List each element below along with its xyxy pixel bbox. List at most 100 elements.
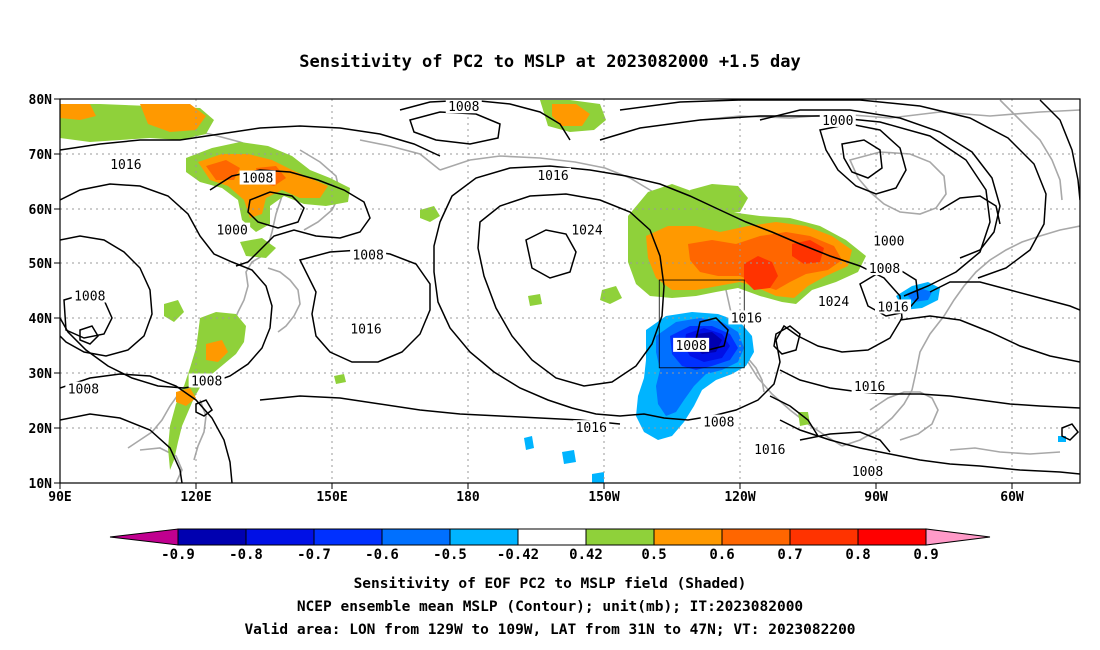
shade-red-ne-pacific bbox=[744, 240, 824, 290]
coastline-bering bbox=[359, 139, 441, 171]
contour-1016-canada-2 bbox=[939, 195, 1001, 225]
contour-label: 1016 bbox=[576, 421, 607, 436]
contour-label: 1024 bbox=[571, 224, 602, 239]
colorbar-swatch bbox=[585, 528, 655, 546]
caption-line-3: Valid area: LON from 129W to 109W, LAT f… bbox=[244, 622, 855, 638]
plot-frame bbox=[59, 98, 1081, 484]
coastline-caribbean bbox=[949, 447, 1061, 455]
contour-label-bg bbox=[65, 381, 102, 396]
colorbar-swatch bbox=[381, 528, 451, 546]
contour-label-bg bbox=[751, 442, 788, 457]
lon-axis: 90E 120E 150E 180 150W 120W 90W 60W bbox=[48, 483, 1024, 505]
contour-label-bg bbox=[214, 222, 251, 237]
colorbar: -0.9 -0.8 -0.7 -0.6 -0.5 -0.42 0.42 0.5 0.6 0.7 0.… bbox=[109, 528, 991, 563]
coastline-n-america-east bbox=[841, 225, 1080, 447]
colorbar-label: -0.5 bbox=[433, 547, 467, 563]
colorbar-label: 0.7 bbox=[777, 547, 802, 563]
lat-tick-40n: 40N bbox=[29, 312, 53, 327]
contour-label-bg bbox=[239, 170, 276, 185]
contour-label-bg bbox=[348, 321, 384, 336]
contour-1008-mexico bbox=[769, 395, 819, 437]
contour-1016-subtropic bbox=[60, 373, 233, 483]
contour-small-loop-asia bbox=[79, 325, 99, 345]
contour-1008-nw bbox=[399, 99, 571, 141]
contour-label-bg bbox=[815, 293, 852, 308]
contour-label: 1016 bbox=[110, 158, 141, 173]
contour-1016-arctic bbox=[599, 115, 991, 297]
contour-1000-okhotsk bbox=[247, 191, 305, 229]
contour-1016-northwest bbox=[60, 125, 441, 157]
contour-1024-inner bbox=[525, 229, 577, 279]
coastline-japan bbox=[267, 267, 301, 333]
contour-label-bg bbox=[350, 247, 387, 262]
contour-label: 1008 bbox=[352, 248, 383, 263]
contour-label-bg bbox=[71, 288, 108, 303]
contour-label: 1008 bbox=[191, 375, 222, 390]
plot-area: 1008 1000 1016 1008 1016 1024 1000 1008 1000 1008… bbox=[59, 98, 1081, 484]
contour-1016-north-pacific bbox=[433, 165, 903, 421]
contour-labels: 1008 1000 1016 1008 1016 1024 1000 1008 1000 1008… bbox=[65, 99, 911, 480]
lat-axis: 80N 70N 60N 50N 40N 30N 20N 10N bbox=[29, 93, 60, 492]
contour-1008-small-1 bbox=[773, 325, 801, 355]
contour-label: 1008 bbox=[675, 339, 706, 354]
contour-label: 1008 bbox=[448, 100, 479, 115]
contour-1016-east bbox=[899, 315, 1080, 363]
contour-label: 1000 bbox=[822, 114, 853, 129]
colorbar-label: 0.42 bbox=[569, 547, 603, 563]
contour-1016-east-us bbox=[929, 281, 1080, 311]
contour-992-canada bbox=[841, 139, 883, 179]
colorbar-label: -0.8 bbox=[229, 547, 263, 563]
colorbar-under-triangle bbox=[109, 528, 179, 546]
contour-label: 1008 bbox=[869, 262, 900, 277]
colorbar-swatch bbox=[653, 528, 723, 546]
colorbar-label: -0.42 bbox=[497, 547, 539, 563]
contour-label-bg bbox=[728, 310, 765, 325]
contour-1016-tropic-pac bbox=[259, 395, 621, 425]
colorbar-swatch bbox=[857, 528, 927, 546]
contour-label: 1008 bbox=[68, 383, 99, 398]
contour-label-bg bbox=[573, 420, 610, 435]
contour-label: 1016 bbox=[731, 311, 762, 326]
contour-label-bg bbox=[673, 337, 710, 352]
contour-1008-south-asia bbox=[60, 413, 183, 483]
contour-label-bg bbox=[870, 233, 907, 248]
lat-tick-20n: 20N bbox=[29, 422, 53, 437]
contour-label-bg bbox=[866, 261, 903, 276]
colorbar-label: 0.9 bbox=[913, 547, 938, 563]
colorbar-swatch bbox=[313, 528, 383, 546]
colorbar-label: -0.7 bbox=[297, 547, 331, 563]
lat-tick-50n: 50N bbox=[29, 257, 53, 272]
contour-label-bg bbox=[535, 167, 571, 182]
caption-line-1: Sensitivity of EOF PC2 to MSLP field (Sh… bbox=[354, 576, 747, 592]
contour-label-bg bbox=[819, 112, 856, 127]
lon-tick-150e: 150E bbox=[316, 490, 347, 505]
colorbar-label: -0.6 bbox=[365, 547, 399, 563]
contour-label: 1008 bbox=[74, 289, 105, 304]
coastline-gulf-mexico bbox=[869, 391, 939, 441]
contour-label: 1024 bbox=[818, 295, 849, 310]
contour-label-bg bbox=[851, 379, 888, 393]
contour-label: 1016 bbox=[537, 169, 568, 184]
shade-orange-bering bbox=[552, 104, 590, 126]
lon-tick-90e: 90E bbox=[48, 490, 71, 505]
lat-tick-60n: 60N bbox=[29, 203, 53, 218]
lon-tick-90w: 90W bbox=[864, 490, 888, 505]
contour-1016-south bbox=[779, 369, 1080, 409]
contour-label: 1016 bbox=[350, 322, 381, 337]
contour-1024-high bbox=[477, 193, 665, 387]
colorbar-over-triangle bbox=[925, 528, 991, 546]
shade-green-alaska bbox=[690, 184, 748, 214]
contour-1008-asia-inner bbox=[60, 235, 153, 357]
contour-label: 1000 bbox=[873, 235, 904, 250]
gridlines bbox=[60, 99, 1080, 483]
contour-label: 1008 bbox=[852, 465, 883, 480]
contour-label-bg bbox=[445, 99, 482, 114]
contour-1008-arctic bbox=[619, 99, 1047, 279]
contour-small-loop-atl bbox=[1061, 423, 1079, 441]
contour-1016-asia-big bbox=[60, 183, 273, 389]
contour-1000-arctic bbox=[759, 109, 1001, 259]
lon-tick-60w: 60W bbox=[1000, 490, 1024, 505]
contour-996-canada bbox=[819, 123, 907, 195]
colorbar-label: 0.5 bbox=[641, 547, 666, 563]
contour-label-bg bbox=[849, 464, 886, 479]
